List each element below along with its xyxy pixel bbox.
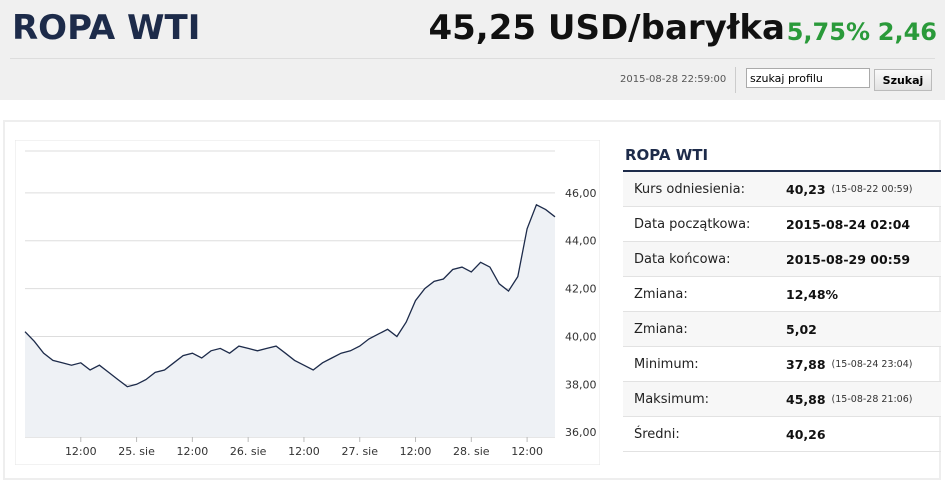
row-label: Zmiana: bbox=[634, 321, 688, 337]
x-tick-label: 27. sie bbox=[341, 445, 378, 458]
change: 2,46 bbox=[877, 18, 937, 46]
y-tick-label: 46,00 bbox=[565, 187, 597, 200]
info-row: Zmiana: 12,48% bbox=[623, 277, 941, 312]
row-value: 12,48% bbox=[786, 286, 839, 302]
info-row: Kurs odniesienia: 40,23 (15-08-22 00:59) bbox=[623, 172, 941, 207]
x-tick-label: 25. sie bbox=[118, 445, 155, 458]
row-note: (15-08-22 00:59) bbox=[831, 183, 913, 195]
x-tick-label: 28. sie bbox=[453, 445, 490, 458]
row-value: 45,88 bbox=[786, 391, 826, 407]
row-note: (15-08-24 23:04) bbox=[831, 358, 913, 370]
separator bbox=[10, 58, 935, 59]
x-tick-label: 12:00 bbox=[400, 445, 432, 458]
row-value: 2015-08-24 02:04 bbox=[786, 216, 911, 232]
row-label: Średni: bbox=[634, 426, 680, 442]
row-value: 40,26 bbox=[786, 426, 826, 442]
row-value: 5,02 bbox=[786, 321, 817, 337]
search-input[interactable]: szukaj profilu bbox=[746, 68, 870, 88]
area bbox=[25, 204, 555, 437]
row-label: Maksimum: bbox=[634, 391, 710, 407]
row-label: Minimum: bbox=[634, 356, 699, 372]
x-tick-label: 26. sie bbox=[230, 445, 267, 458]
x-tick-label: 12:00 bbox=[288, 445, 320, 458]
panel-title: ROPA WTI bbox=[623, 140, 941, 172]
info-row: Data początkowa: 2015-08-24 02:04 bbox=[623, 207, 941, 242]
chart: 36,00 38,00 40,00 42,00 44,00 46,00 12:00 25. s… bbox=[15, 140, 600, 465]
price-line bbox=[24, 203, 556, 388]
info-row: Zmiana: 5,02 bbox=[623, 312, 941, 347]
divider bbox=[735, 67, 736, 93]
row-note: (15-08-28 21:06) bbox=[831, 393, 913, 405]
info-panel: ROPA WTI Kurs odniesienia: 40,23 (15-08-22… bbox=[623, 140, 941, 452]
info-row: Maksimum: 45,88 (15-08-28 21:06) bbox=[623, 382, 941, 417]
row-value: 37,88 bbox=[786, 356, 826, 372]
y-tick-label: 36,00 bbox=[565, 426, 597, 439]
header: ROPA WTI 45,25 USD/baryłka 5,75% 2,46 20… bbox=[0, 0, 945, 100]
y-tick-label: 38,00 bbox=[565, 378, 597, 391]
price: 45,25 USD/baryłka bbox=[428, 8, 785, 48]
row-label: Kurs odniesienia: bbox=[634, 181, 746, 197]
row-label: Data początkowa: bbox=[634, 216, 751, 232]
row-value: 40,23 bbox=[786, 181, 826, 197]
info-table: Kurs odniesienia: 40,23 (15-08-22 00:59) Da… bbox=[623, 172, 941, 452]
info-row: Minimum: 37,88 (15-08-24 23:04) bbox=[623, 347, 941, 382]
row-value: 2015-08-29 00:59 bbox=[786, 251, 911, 267]
search-button[interactable]: Szukaj bbox=[874, 69, 932, 91]
info-row: Data końcowa: 2015-08-29 00:59 bbox=[623, 242, 941, 277]
change-pct: 5,75% bbox=[786, 18, 870, 46]
info-row: Średni: 40,26 bbox=[623, 417, 941, 452]
y-tick-label: 40,00 bbox=[565, 330, 597, 343]
title: ROPA WTI bbox=[12, 8, 201, 48]
row-label: Zmiana: bbox=[634, 286, 688, 302]
y-tick-label: 44,00 bbox=[565, 235, 597, 248]
x-tick-label: 12:00 bbox=[511, 445, 543, 458]
x-tick-label: 12:00 bbox=[177, 445, 209, 458]
row-label: Data końcowa: bbox=[634, 251, 731, 267]
x-tick-label: 12:00 bbox=[65, 445, 97, 458]
y-tick-label: 42,00 bbox=[565, 283, 597, 296]
timestamp: 2015-08-28 22:59:00 bbox=[620, 74, 727, 85]
